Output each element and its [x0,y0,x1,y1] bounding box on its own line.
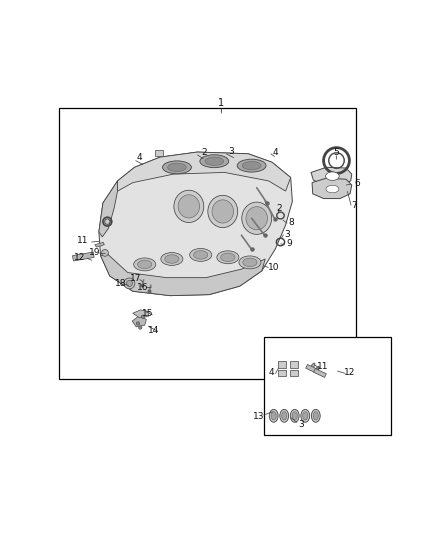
Text: 15: 15 [142,310,154,319]
Ellipse shape [242,161,261,170]
Ellipse shape [205,157,224,165]
Polygon shape [99,181,117,237]
Circle shape [138,326,142,329]
Ellipse shape [162,161,191,174]
Ellipse shape [168,163,186,172]
Text: 3: 3 [298,420,304,429]
Text: 12: 12 [344,368,355,377]
Ellipse shape [208,195,238,228]
Ellipse shape [178,195,200,218]
Ellipse shape [269,409,278,422]
Text: 3: 3 [285,230,290,239]
Circle shape [102,249,108,256]
Bar [59,108,356,379]
Ellipse shape [301,409,310,422]
Text: 18: 18 [114,279,126,288]
Ellipse shape [190,248,212,261]
Polygon shape [133,310,149,317]
Ellipse shape [311,363,315,369]
Ellipse shape [221,253,235,262]
Ellipse shape [237,159,266,172]
Circle shape [124,278,135,289]
Ellipse shape [138,260,152,269]
Bar [278,361,286,368]
Ellipse shape [246,207,268,230]
Ellipse shape [200,155,229,168]
Bar [278,370,286,376]
Text: 5: 5 [334,148,339,157]
Text: 8: 8 [289,218,294,227]
Ellipse shape [315,366,319,372]
Ellipse shape [217,251,239,264]
Text: 11: 11 [317,362,328,371]
Ellipse shape [271,411,276,420]
Polygon shape [311,167,352,185]
Bar [155,150,163,157]
Text: 16: 16 [137,282,148,292]
Ellipse shape [282,411,287,420]
Text: 17: 17 [130,274,141,283]
Circle shape [136,322,140,325]
Text: 12: 12 [74,253,85,262]
Text: 14: 14 [148,326,159,335]
Text: 19: 19 [89,248,101,257]
Ellipse shape [280,409,289,422]
Ellipse shape [326,185,339,193]
Text: 2: 2 [201,148,207,157]
Bar [306,365,318,373]
Text: 10: 10 [268,263,279,272]
Ellipse shape [134,258,156,271]
Text: 9: 9 [287,239,293,248]
Ellipse shape [311,409,320,422]
Ellipse shape [325,172,339,180]
Text: 1: 1 [218,98,224,108]
Ellipse shape [290,409,299,422]
Ellipse shape [313,411,318,420]
Text: 7: 7 [351,201,357,210]
Ellipse shape [212,200,233,223]
Polygon shape [101,254,265,296]
Polygon shape [95,243,104,247]
Circle shape [141,315,145,318]
Text: 13: 13 [253,411,264,421]
Ellipse shape [161,253,183,265]
Ellipse shape [174,190,204,222]
Text: 3: 3 [228,147,234,156]
Polygon shape [117,152,291,191]
Text: 4: 4 [137,152,142,161]
Bar [314,368,326,377]
Ellipse shape [243,258,257,266]
Text: 2: 2 [276,204,282,213]
Text: 6: 6 [354,179,360,188]
Polygon shape [132,316,146,327]
Ellipse shape [292,411,297,420]
Ellipse shape [165,255,179,263]
Ellipse shape [303,411,308,420]
Polygon shape [312,178,352,199]
Ellipse shape [239,256,261,269]
Bar [72,252,94,261]
Ellipse shape [194,251,208,259]
Bar [290,370,298,376]
Text: 4: 4 [272,148,278,157]
Circle shape [127,280,132,286]
Bar [290,361,298,368]
Polygon shape [99,152,293,296]
Ellipse shape [242,202,272,235]
Text: 11: 11 [77,237,88,246]
Text: 4: 4 [268,368,274,377]
Bar [264,337,391,435]
